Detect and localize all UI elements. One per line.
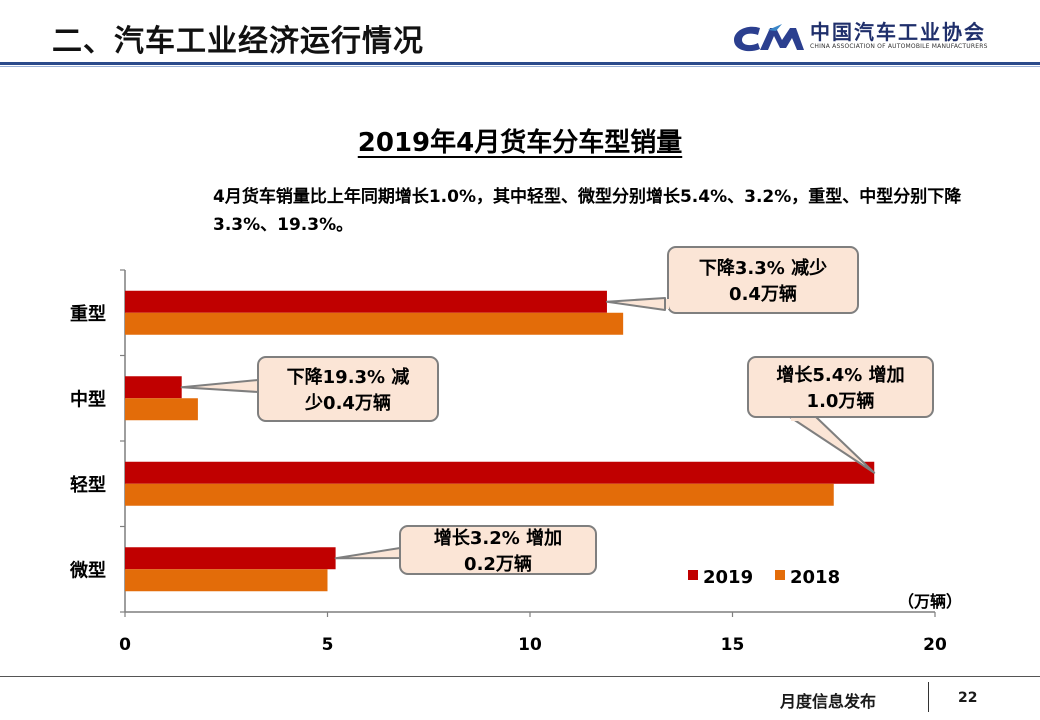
logo-text-en: CHINA ASSOCIATION OF AUTOMOBILE MANUFACT… bbox=[810, 43, 988, 50]
y-category-label: 中型 bbox=[70, 388, 106, 410]
header-divider bbox=[0, 62, 1040, 65]
logo-text-cn: 中国汽车工业协会 bbox=[810, 20, 986, 44]
annotation-callout-seam bbox=[666, 299, 669, 309]
annotation-text: 0.4万辆 bbox=[729, 283, 797, 305]
chart-subtitle: 4月货车销量比上年同期增长1.0%，其中轻型、微型分别增长5.4%、3.2%，重… bbox=[213, 187, 962, 235]
annotation-callout-pointer bbox=[605, 297, 666, 311]
axis-unit-label: （万辆） bbox=[898, 592, 962, 611]
chart-title: 2019年4月货车分车型销量 bbox=[357, 128, 683, 158]
x-tick-label: 0 bbox=[119, 635, 131, 655]
annotation-callout-seam bbox=[401, 549, 404, 557]
footer-divider bbox=[0, 676, 1040, 677]
bar-2019 bbox=[125, 376, 182, 399]
legend-label: 2018 bbox=[790, 567, 840, 588]
annotation-text: 0.2万辆 bbox=[464, 553, 532, 575]
caam-logo: 中国汽车工业协会 CHINA ASSOCIATION OF AUTOMOBILE… bbox=[730, 14, 1020, 58]
annotation-text: 1.0万辆 bbox=[807, 390, 875, 412]
y-category-label: 轻型 bbox=[70, 474, 106, 496]
annotation-text: 增长5.4% 增加 bbox=[776, 364, 904, 386]
x-tick-label: 15 bbox=[721, 635, 745, 655]
bar-2018 bbox=[125, 483, 834, 506]
footer-separator bbox=[928, 682, 929, 712]
bar-2018 bbox=[125, 398, 198, 421]
footer-label: 月度信息发布 bbox=[780, 692, 877, 711]
bar-2019 bbox=[125, 547, 336, 570]
y-category-label: 重型 bbox=[70, 303, 106, 325]
legend-label: 2019 bbox=[703, 567, 753, 588]
annotation-callout-pointer bbox=[180, 379, 259, 393]
header-divider-light bbox=[0, 66, 1040, 67]
y-category-label: 微型 bbox=[69, 559, 106, 581]
annotation-text: 下降3.3% 减少 bbox=[699, 257, 827, 279]
legend-swatch-2019 bbox=[688, 570, 698, 580]
x-tick-label: 10 bbox=[518, 635, 542, 655]
x-tick-label: 5 bbox=[322, 635, 334, 655]
bar-2019 bbox=[125, 290, 607, 313]
annotation-text: 少0.4万辆 bbox=[304, 392, 391, 414]
page-number: 22 bbox=[958, 690, 978, 706]
caam-logo-icon bbox=[734, 24, 804, 52]
annotation-callout-pointer bbox=[334, 547, 401, 560]
annotation-callout-seam bbox=[791, 418, 815, 421]
annotation-callout-pointer bbox=[789, 416, 876, 474]
annotation-callout-seam bbox=[259, 381, 262, 391]
bar-2018 bbox=[125, 312, 624, 335]
x-tick-label: 20 bbox=[923, 635, 947, 655]
bar-2018 bbox=[125, 569, 328, 592]
annotation-text: 增长3.2% 增加 bbox=[434, 527, 562, 549]
legend-swatch-2018 bbox=[775, 570, 785, 580]
page-title: 二、汽车工业经济运行情况 bbox=[52, 24, 424, 59]
annotation-text: 下降19.3% 减 bbox=[287, 366, 410, 388]
annotation-callout-box bbox=[747, 356, 934, 418]
annotation-callout-box bbox=[667, 246, 859, 314]
bar-2019 bbox=[125, 461, 875, 484]
